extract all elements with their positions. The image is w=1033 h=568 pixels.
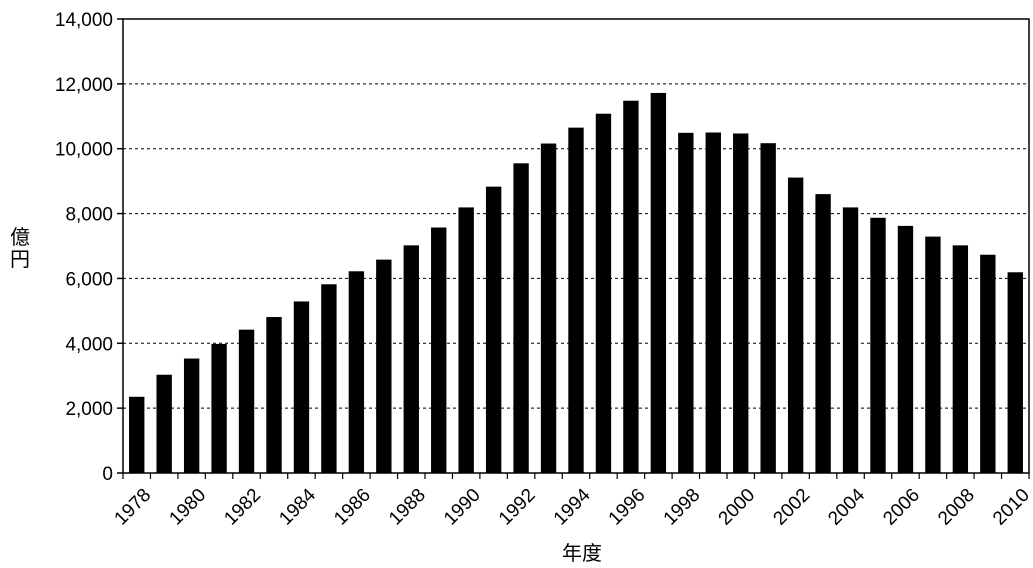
- bar-1996: [623, 100, 639, 473]
- bar-1984: [293, 301, 310, 473]
- bar-2003: [815, 194, 831, 473]
- bar-1999: [705, 132, 721, 473]
- bar-1979: [156, 374, 172, 473]
- bar-1990: [458, 207, 474, 473]
- bar-1994: [568, 127, 584, 473]
- x-tick-label: 1990: [440, 485, 485, 530]
- bar-1980: [183, 358, 200, 473]
- axes: [117, 18, 1030, 479]
- x-tick-label: 1984: [275, 484, 320, 529]
- bar-1982: [238, 329, 255, 473]
- bars: [129, 92, 1023, 474]
- y-tick-label: 0: [102, 464, 113, 485]
- bar-1991: [485, 186, 502, 474]
- y-tick-label: 4,000: [65, 334, 113, 355]
- bar-2000: [733, 133, 749, 474]
- y-tick-label: 14,000: [55, 10, 113, 31]
- y-tick-label: 8,000: [65, 205, 113, 226]
- bar-1986: [348, 271, 365, 473]
- bar-2006: [897, 225, 914, 473]
- bar-2008: [952, 245, 969, 473]
- bar-1985: [321, 284, 337, 473]
- bar-2009: [980, 254, 996, 473]
- x-tick-label: 2010: [989, 485, 1033, 530]
- bar-2004: [842, 207, 859, 473]
- x-tick-label: 1996: [605, 485, 650, 530]
- bar-1998: [678, 132, 694, 473]
- bar-2002: [787, 177, 804, 473]
- x-tick-label: 2008: [934, 485, 979, 530]
- bar-1993: [540, 143, 557, 474]
- y-tick-label: 2,000: [65, 399, 113, 420]
- bar-2010: [1007, 272, 1023, 473]
- x-tick-label: 1998: [660, 485, 705, 530]
- bar-2007: [925, 236, 941, 473]
- bar-1983: [266, 317, 282, 473]
- bar-1995: [595, 113, 612, 473]
- x-tick-label: 2006: [879, 485, 924, 530]
- x-tick-label: 1988: [385, 485, 430, 530]
- x-tick-label: 2002: [769, 485, 814, 530]
- y-tick-label: 10,000: [55, 140, 113, 161]
- x-tick-label: 1980: [165, 485, 210, 530]
- bar-1988: [403, 245, 419, 473]
- bar-1997: [650, 92, 667, 474]
- y-tick-label: 12,000: [55, 75, 113, 96]
- x-axis-title: 年度: [562, 541, 602, 565]
- bar-1992: [513, 163, 529, 474]
- bar-1989: [431, 227, 447, 473]
- y-tick-labels: 0 2,000 4,000 6,000 8,000 10,000 12,000 14,000: [55, 10, 113, 485]
- plot-frame: [122, 18, 1030, 474]
- x-tick-label: 2000: [715, 485, 760, 530]
- x-tick-label: 1992: [495, 485, 540, 530]
- bar-2005: [870, 217, 886, 473]
- y-tick-label: 6,000: [65, 269, 113, 290]
- x-tick-label: 1986: [330, 485, 375, 530]
- x-tick-label: 1994: [550, 484, 595, 529]
- bar-2001: [760, 143, 776, 474]
- x-tick-label: 2004: [824, 484, 869, 529]
- bar-1978: [129, 396, 145, 473]
- bar-1981: [211, 343, 227, 473]
- y-axis-title: 億円: [10, 225, 30, 271]
- x-tick-label: 1982: [220, 485, 265, 530]
- bar-1987: [376, 259, 392, 473]
- x-tick-label: 1978: [111, 485, 156, 530]
- x-tick-labels: 1978 1980 1982 1984 1986 1988 1990 1992 1994 1996…: [111, 484, 1033, 529]
